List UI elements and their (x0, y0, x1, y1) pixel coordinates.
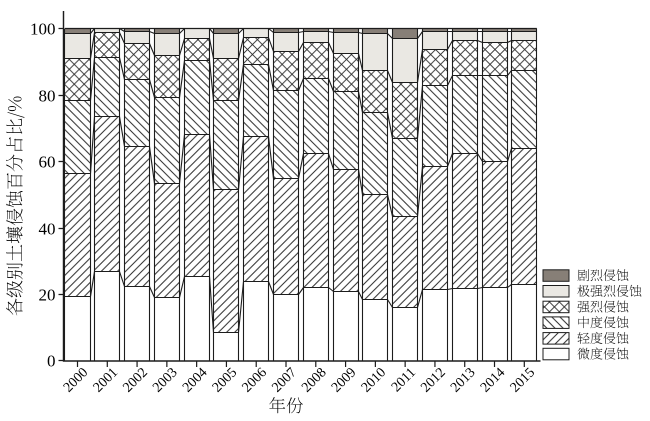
svg-text:40: 40 (39, 219, 56, 238)
svg-text:80: 80 (39, 86, 56, 105)
svg-text:0: 0 (47, 351, 56, 370)
svg-text:20: 20 (39, 285, 56, 304)
svg-text:100: 100 (30, 19, 56, 38)
svg-text:60: 60 (39, 152, 56, 171)
